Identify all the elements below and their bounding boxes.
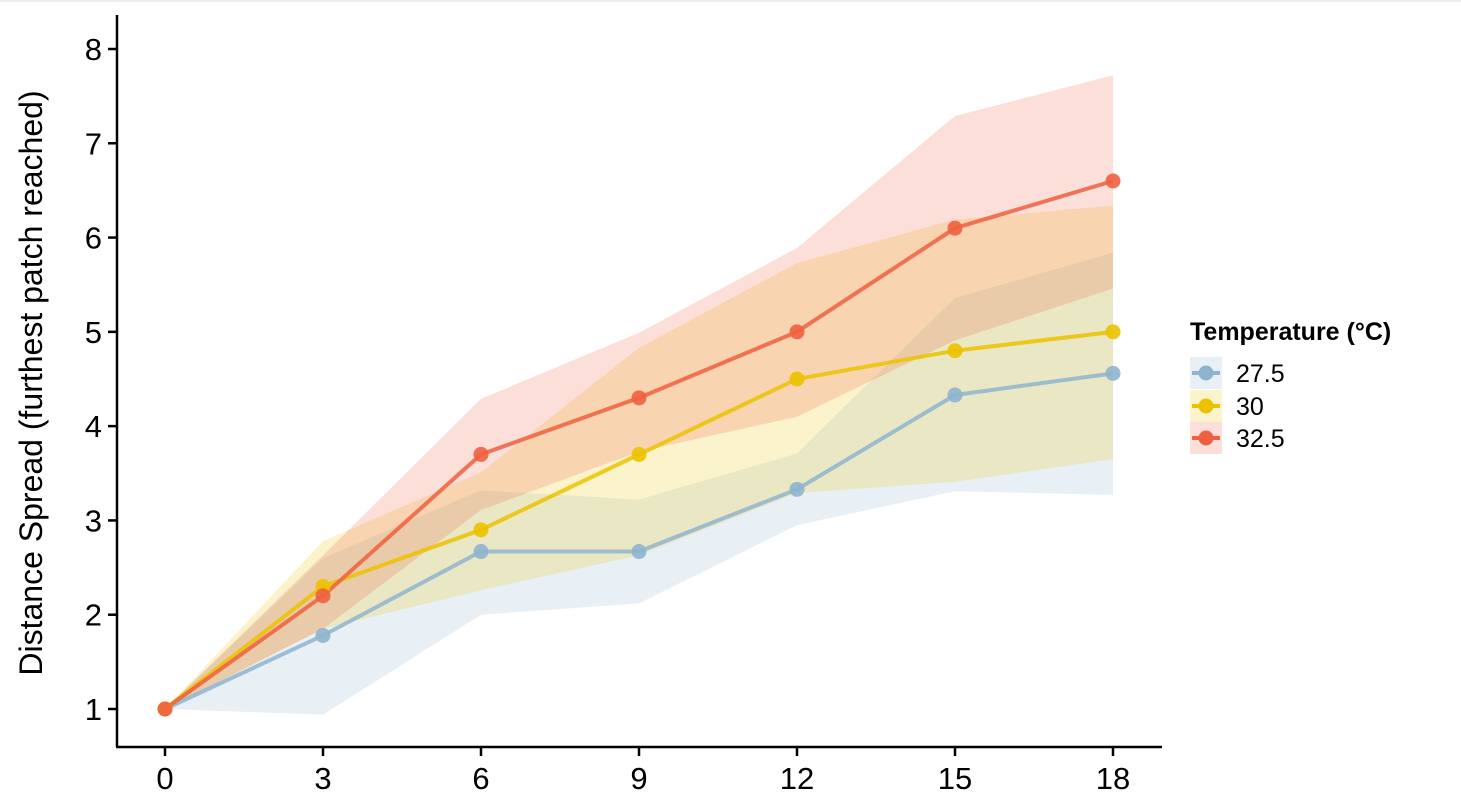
y-tick-label: 8	[85, 32, 102, 67]
x-tick-label: 3	[314, 761, 331, 796]
legend-label: 32.5	[1236, 425, 1285, 453]
legend-label: 27.5	[1236, 360, 1285, 388]
x-tick-label: 12	[780, 761, 814, 796]
legend-item-32.5: 32.5	[1190, 422, 1285, 454]
data-point-30	[473, 522, 489, 538]
x-tick-label: 0	[156, 761, 173, 796]
y-tick-label: 2	[85, 598, 102, 633]
legend-marker	[1198, 430, 1214, 446]
data-point-32.5	[315, 588, 331, 604]
series-points	[157, 173, 1121, 717]
data-point-32.5	[789, 324, 805, 340]
data-point-30	[1105, 324, 1121, 340]
x-tick-label: 6	[472, 761, 489, 796]
legend: Temperature (°C) 27.5 30 32.5	[1190, 318, 1391, 454]
data-point-30	[789, 371, 805, 387]
legend-item-27.5: 27.5	[1190, 357, 1285, 389]
data-point-32.5	[947, 220, 963, 236]
legend-title: Temperature (°C)	[1190, 318, 1391, 346]
data-point-30	[631, 446, 647, 462]
legend-marker	[1198, 365, 1214, 381]
data-point-27.5	[631, 544, 647, 560]
y-tick-label: 1	[85, 692, 102, 727]
x-tick-label: 18	[1096, 761, 1130, 796]
y-tick-label: 3	[85, 503, 102, 538]
data-point-32.5	[157, 701, 173, 717]
y-tick-label: 5	[85, 315, 102, 350]
data-point-32.5	[631, 390, 647, 406]
legend-marker	[1198, 398, 1214, 414]
data-point-27.5	[1105, 365, 1121, 381]
legend-item-30: 30	[1190, 390, 1264, 422]
y-tick-label: 4	[85, 409, 102, 444]
ribbon-27.5	[165, 252, 1113, 715]
legend-label: 30	[1236, 393, 1264, 421]
y-tick-label: 6	[85, 221, 102, 256]
y-tick-label: 7	[85, 126, 102, 161]
data-point-27.5	[789, 481, 805, 497]
data-point-27.5	[947, 387, 963, 403]
y-axis-title: Distance Spread (furthest patch reached)	[13, 90, 49, 675]
data-point-32.5	[1105, 173, 1121, 189]
x-tick-label: 15	[938, 761, 972, 796]
y-axis-ticks: 1 2 3 4 5 6 7 8	[85, 32, 117, 727]
data-point-27.5	[473, 544, 489, 560]
x-axis-ticks: 0 3 6 9 12 15 18	[156, 747, 1130, 796]
data-point-32.5	[473, 446, 489, 462]
data-point-27.5	[315, 627, 331, 643]
data-point-30	[947, 343, 963, 359]
x-tick-label: 9	[630, 761, 647, 796]
